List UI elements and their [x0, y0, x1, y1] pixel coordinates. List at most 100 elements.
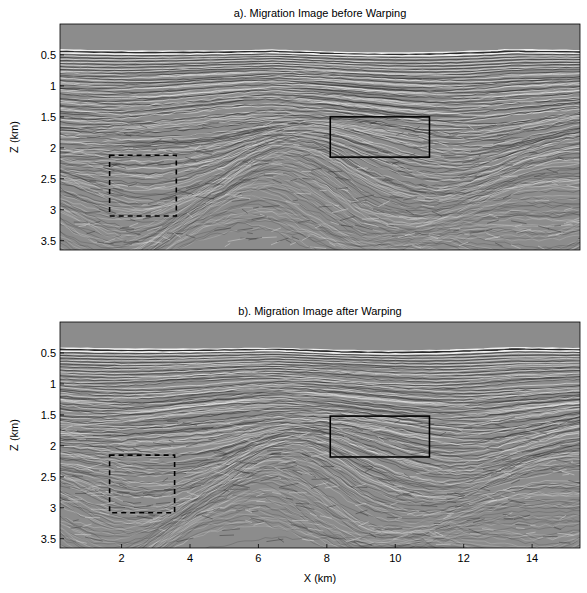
noise-event: [251, 216, 266, 219]
reflector: [60, 95, 580, 109]
noise-event: [133, 146, 151, 148]
noise-event: [511, 245, 521, 249]
noise-event: [293, 200, 298, 201]
noise-event: [279, 488, 297, 492]
noise-event: [356, 195, 374, 199]
noise-event: [166, 509, 174, 511]
noise-event: [475, 175, 482, 177]
noise-event: [335, 177, 350, 180]
reflector: [60, 151, 580, 211]
noise-event: [515, 524, 530, 526]
noise-event: [385, 528, 403, 530]
reflector: [60, 177, 580, 247]
noise-event: [407, 511, 419, 514]
tick-label: 14: [526, 552, 538, 564]
noise-event: [185, 157, 196, 161]
noise-event: [202, 122, 219, 126]
noise-event: [74, 222, 88, 223]
panel: 0.511.522.533.52468101214b). Migration I…: [8, 305, 587, 591]
noise-event: [351, 200, 367, 203]
noise-event: [562, 474, 569, 476]
tick: [60, 85, 64, 86]
noise-event: [489, 500, 497, 503]
noise-event: [504, 472, 511, 475]
noise-event: [293, 144, 299, 145]
noise-event: [316, 442, 325, 443]
noise-event: [396, 492, 414, 496]
noise-event: [140, 125, 147, 128]
noise-event: [511, 480, 520, 484]
noise-event: [422, 144, 435, 145]
reflector: [60, 217, 580, 250]
reflector: [60, 83, 580, 93]
noise-event: [325, 486, 339, 488]
noise-event: [407, 423, 422, 425]
tick: [60, 240, 64, 241]
noise-event: [169, 440, 174, 442]
noise-event: [133, 502, 141, 504]
frame: [60, 322, 580, 548]
tick-label: 1: [50, 378, 56, 390]
noise-event: [482, 529, 494, 531]
noise-event: [167, 421, 178, 422]
noise-event: [243, 161, 249, 163]
noise-event: [522, 138, 530, 141]
noise-event: [436, 544, 451, 545]
noise-event: [142, 203, 148, 205]
noise-event: [213, 184, 220, 187]
axis-title: Z (km): [8, 419, 20, 451]
tick: [60, 476, 64, 477]
noise-event: [228, 238, 246, 241]
noise-event: [190, 485, 201, 488]
noise-event: [324, 134, 335, 135]
noise-event: [233, 196, 250, 198]
noise-event: [253, 127, 269, 131]
noise-event: [252, 510, 259, 512]
noise-event: [286, 240, 292, 243]
noise-event: [75, 534, 92, 535]
noise-event: [457, 428, 463, 431]
noise-event: [339, 225, 353, 227]
noise-event: [85, 537, 103, 541]
noise-event: [319, 190, 326, 191]
tick-label: 1: [50, 80, 56, 92]
tick-label: 8: [324, 552, 330, 564]
noise-event: [61, 426, 73, 431]
noise-event: [566, 220, 580, 223]
plot-area: [60, 322, 580, 548]
noise-event: [362, 218, 379, 219]
noise-event: [187, 492, 199, 496]
noise-event: [85, 211, 100, 213]
noise-event: [455, 504, 469, 507]
reflector: [60, 493, 580, 548]
noise-event: [439, 187, 448, 190]
noise-event: [503, 490, 515, 493]
reflector: [60, 443, 580, 495]
noise-event: [428, 235, 438, 238]
noise-event: [124, 241, 139, 243]
noise-event: [493, 141, 504, 144]
noise-event: [292, 520, 308, 521]
noise-event: [502, 164, 513, 165]
reflector: [60, 88, 580, 102]
noise-event: [346, 538, 361, 542]
noise-event: [503, 514, 510, 516]
noise-event: [362, 142, 373, 143]
noise-event: [303, 155, 311, 156]
noise-event: [371, 177, 385, 178]
noise-event: [486, 229, 492, 231]
noise-event: [173, 520, 185, 521]
tick-label: 4: [187, 552, 193, 564]
tick-label: 6: [255, 552, 261, 564]
highlight-box: [330, 117, 429, 157]
noise-event: [464, 234, 469, 236]
noise-event: [406, 210, 414, 214]
tick: [60, 116, 64, 117]
noise-event: [180, 498, 192, 499]
noise-event: [133, 448, 142, 452]
noise-event: [205, 147, 221, 148]
noise-event: [119, 485, 127, 488]
tick-label: 2.5: [41, 471, 56, 483]
noise-event: [424, 539, 433, 540]
reflector: [60, 408, 580, 426]
